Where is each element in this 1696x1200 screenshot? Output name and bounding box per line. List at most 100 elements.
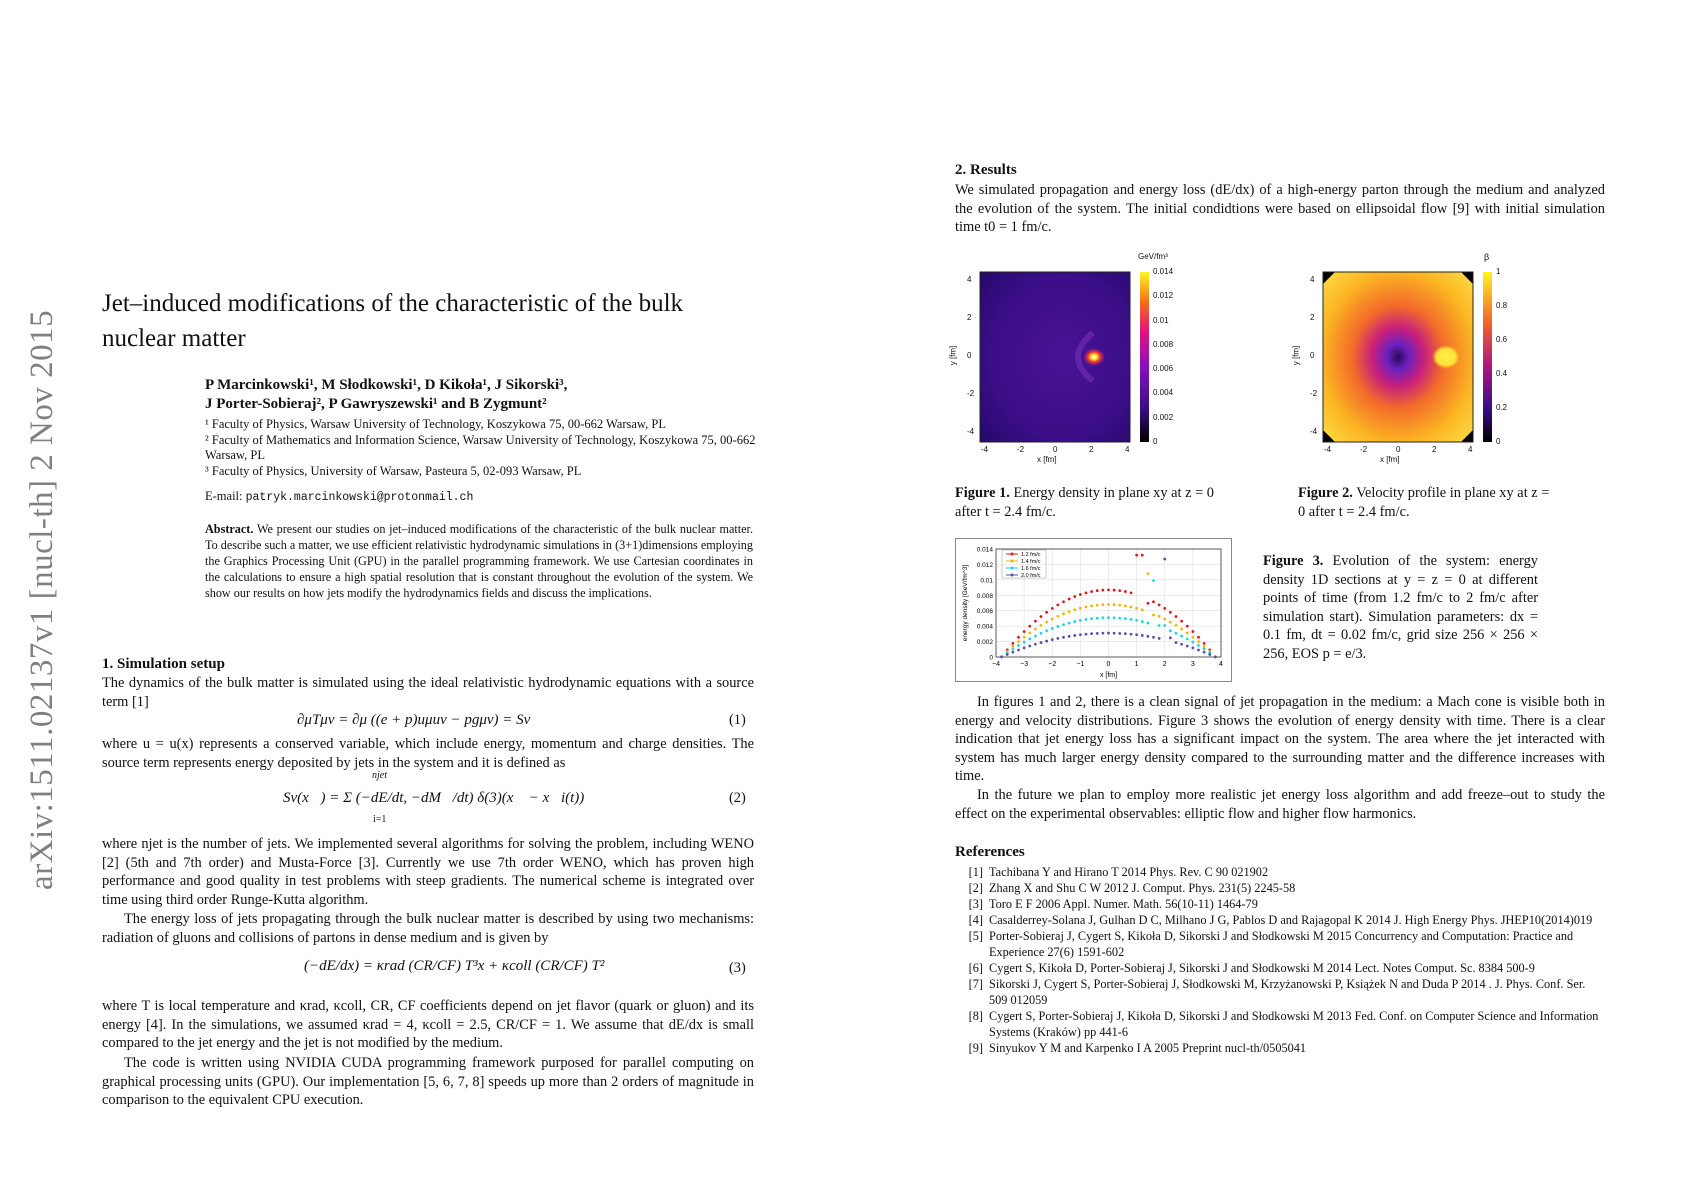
reference-number: [8] <box>968 1009 983 1023</box>
figure2-x-tick: 4 <box>1468 445 1473 454</box>
affiliation-1: ¹ Faculty of Physics, Warsaw University … <box>205 417 666 431</box>
series-point <box>1140 553 1144 557</box>
series-point <box>1202 650 1206 654</box>
series-point <box>1107 588 1110 592</box>
reference-list: [1] Tachibana Y and Hirano T 2014 Phys. R… <box>955 864 1605 1056</box>
series-point <box>1073 608 1077 612</box>
email-address[interactable]: patryk.marcinkowski@protonmail.ch <box>245 491 474 504</box>
series-point <box>1157 624 1161 627</box>
series-point <box>1073 595 1077 598</box>
legend-marker <box>1010 552 1014 556</box>
series-point <box>1168 636 1172 640</box>
equation-2-sum-top: njet <box>372 770 387 781</box>
figure2-y-tick: 0 <box>1310 351 1315 360</box>
y-tick-label: 0.002 <box>977 639 994 646</box>
references-heading: References <box>955 844 1025 860</box>
x-tick-label: 1 <box>1135 661 1139 668</box>
figure-1-xlabel: x [fm] <box>1037 455 1057 464</box>
series-point <box>1078 593 1082 596</box>
paper-title: Jet–induced modifications of the charact… <box>102 290 684 352</box>
series-point <box>1090 632 1094 636</box>
figure2-colorbar-tick: 0.4 <box>1496 369 1508 378</box>
figure1-colorbar-tick: 0.014 <box>1153 267 1174 276</box>
reference-text: Sikorski J, Cygert S, Porter-Sobieraj J,… <box>989 977 1586 1007</box>
series-point <box>1050 638 1054 642</box>
equation-3: (−dE/dx) = κrad (CR/CF) T³x + κcoll (CR/… <box>304 958 605 974</box>
figure-2: 1 0.8 0.6 0.4 0.2 0 -4 -2 0 2 4 4 2 0 -2 -4 β x [fm] y… <box>1291 250 1508 468</box>
figure1-x-tick: 2 <box>1089 445 1094 454</box>
series-point <box>1078 633 1082 637</box>
series-point <box>1202 647 1206 651</box>
series-point <box>1090 617 1094 621</box>
series-point <box>1152 613 1155 617</box>
section-2-heading: 2. Results <box>955 162 1017 178</box>
series-point <box>1028 637 1032 641</box>
series-point <box>1045 620 1049 624</box>
series-point <box>1157 603 1161 607</box>
figure-3-caption-label: Figure 3. <box>1263 553 1324 569</box>
figure-1-heatmap <box>980 272 1130 442</box>
figure-1-ylabel: y [fm] <box>948 345 958 366</box>
series-point <box>1135 618 1139 622</box>
series-point <box>1011 641 1015 645</box>
series-point <box>1090 590 1094 593</box>
series-point <box>1135 633 1139 637</box>
series-point <box>1067 634 1071 638</box>
email-line: E-mail: patryk.marcinkowski@protonmail.c… <box>205 489 473 504</box>
series-point <box>1022 646 1026 650</box>
figure-2-plot <box>1322 271 1492 443</box>
series-point <box>1123 617 1127 621</box>
series-point <box>1135 553 1139 557</box>
series-point <box>1084 632 1088 636</box>
section-2-p2: In figures 1 and 2, there is a clean sig… <box>955 694 1605 785</box>
series-point <box>1152 579 1155 583</box>
series-point <box>1011 644 1015 648</box>
series-point <box>1208 653 1212 656</box>
reference-text: Sinyukov Y M and Karpenko I A 2005 Prepr… <box>989 1041 1307 1055</box>
figure1-x-tick: 0 <box>1053 445 1058 454</box>
figure-2-caption: Figure 2. Velocity profile in plane xy a… <box>1298 484 1558 521</box>
reference-text: Zhang X and Shu C W 2012 J. Comput. Phys… <box>989 881 1296 895</box>
series-point <box>1197 648 1200 652</box>
series-point <box>1033 634 1037 638</box>
series-point <box>1033 642 1037 646</box>
reference-item: [4] Casalderrey-Solana J, Gulhan D C, Mil… <box>955 912 1605 928</box>
series-point <box>1191 630 1195 633</box>
series-point <box>1146 621 1150 625</box>
figure2-y-tick: 4 <box>1310 275 1315 284</box>
section-1-p6: The code is written using NVIDIA CUDA pr… <box>102 1055 754 1109</box>
series-point <box>1062 600 1065 604</box>
section-1-p4: The energy loss of jets propagating thro… <box>102 911 754 946</box>
reference-number: [6] <box>968 961 983 975</box>
legend-label: 1.4 fm/c <box>1021 559 1041 565</box>
series-point <box>1123 604 1127 608</box>
series-point <box>1163 617 1167 621</box>
legend-label: 1.2 fm/c <box>1021 552 1041 558</box>
series-point <box>1095 616 1099 620</box>
reference-number: [2] <box>968 881 983 895</box>
series-point <box>1022 635 1026 639</box>
series-point <box>1174 615 1178 618</box>
series-point <box>1185 624 1189 628</box>
series-point <box>1197 635 1200 639</box>
series-point <box>1191 646 1195 650</box>
series-point <box>1152 635 1155 639</box>
figure-1-caption: Figure 1. Energy density in plane xy at … <box>955 484 1235 521</box>
series-point <box>1084 617 1088 621</box>
series-point <box>1213 655 1217 659</box>
y-tick-label: 0.014 <box>977 547 994 554</box>
abstract-label: Abstract. <box>205 522 254 536</box>
reference-number: [1] <box>968 865 983 879</box>
series-point <box>1180 627 1184 631</box>
series-point <box>1135 606 1139 610</box>
figure1-colorbar-tick: 0.008 <box>1153 339 1174 349</box>
series-point <box>1045 629 1049 633</box>
series-point <box>1180 619 1184 623</box>
figure1-y-tick: 4 <box>967 275 972 284</box>
series-point <box>1084 605 1088 609</box>
figure1-x-tick: -4 <box>981 445 989 454</box>
series-point <box>1056 614 1060 618</box>
reference-text: Casalderrey-Solana J, Gulhan D C, Milhan… <box>989 913 1593 927</box>
series-point <box>1180 642 1184 646</box>
author-line-2: J Porter-Sobieraj², P Gawryszewski¹ and … <box>205 396 547 412</box>
